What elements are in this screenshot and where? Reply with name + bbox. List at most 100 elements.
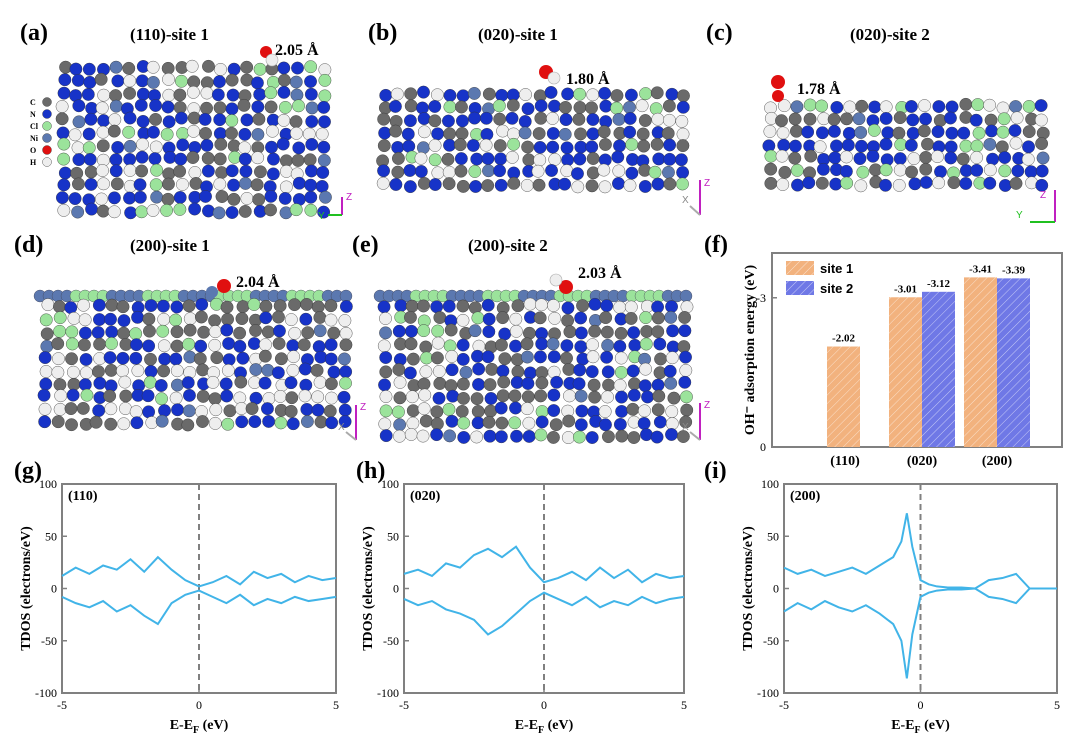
molecule-image-a <box>55 59 332 220</box>
element-symbol: H <box>30 158 37 167</box>
bar <box>889 297 922 447</box>
y-tick-label: -100 <box>377 686 399 700</box>
bar <box>827 346 860 447</box>
y-tick-label: 100 <box>381 477 399 491</box>
x-axis-label: E-EF (eV) <box>515 718 574 736</box>
x-category-label: (020) <box>907 454 938 469</box>
y-tick-label: -50 <box>763 634 779 648</box>
structure-title-a: (110)-site 1 <box>130 25 209 44</box>
y-axis-label: OH⁻ adsorption energy (eV) <box>743 265 758 436</box>
y-axis-label: TDOS (electrons/eV) <box>361 526 376 651</box>
x-tick-label: 5 <box>1054 698 1060 712</box>
element-symbol: Cl <box>30 122 39 131</box>
legend-swatch <box>786 281 814 295</box>
axes-glyph-c: Z Y <box>1016 190 1056 223</box>
y-tick-label: -50 <box>383 634 399 648</box>
y-tick-label: 0 <box>51 582 57 596</box>
bar <box>997 278 1030 447</box>
adsorption-energy-bar-chart: 0 -3OH⁻ adsorption energy (eV) (110) -2.02 (… <box>743 252 1063 469</box>
y-tick-label: 0 <box>773 582 779 596</box>
structure-title-c: (020)-site 2 <box>850 25 930 44</box>
element-swatch <box>42 157 52 167</box>
oh-group-e <box>549 273 573 294</box>
x-tick-label: -5 <box>399 698 409 712</box>
element-swatch <box>42 121 52 131</box>
oh-group-b <box>539 65 561 85</box>
axis-z-label-e: Z <box>704 400 710 411</box>
bar-value-label: -3.39 <box>1002 264 1025 276</box>
y-tick-label: -100 <box>757 686 779 700</box>
panel-label-g: (g) <box>14 458 42 484</box>
x-tick-label: 5 <box>333 698 339 712</box>
y-tick-label: 0 <box>760 440 766 454</box>
structure-title-b: (020)-site 1 <box>478 25 558 44</box>
y-tick-label: 50 <box>387 529 399 543</box>
y-tick-label: 100 <box>761 477 779 491</box>
oh-group-a <box>260 46 279 67</box>
axes-glyph-e: Z X <box>682 400 710 441</box>
axis-z-label-c: Z <box>1040 190 1046 201</box>
structure-title-d: (200)-site 1 <box>130 236 210 255</box>
bond-length-d: 2.04 Å <box>236 273 280 291</box>
element-swatch <box>42 109 52 119</box>
x-tick-label: 0 <box>918 698 924 712</box>
element-swatch <box>42 145 52 155</box>
panel-label-h: (h) <box>356 458 385 484</box>
y-tick-label: -50 <box>41 634 57 648</box>
y-axis-label: TDOS (electrons/eV) <box>741 526 756 651</box>
bond-length-c: 1.78 Å <box>797 80 841 98</box>
panel-label-d: (d) <box>14 232 43 258</box>
axis-z-label-a: Z <box>346 192 352 203</box>
y-tick-label: 0 <box>393 582 399 596</box>
tdos-line-down <box>403 591 685 636</box>
molecule-image-c <box>762 97 1050 193</box>
y-tick-label: -100 <box>35 686 57 700</box>
surface-annotation: (110) <box>68 489 98 504</box>
axis-z-label-b: Z <box>704 178 710 189</box>
oh-group-c <box>771 75 785 102</box>
x-tick-label: 5 <box>681 698 687 712</box>
axis-z-label-d: Z <box>360 402 366 413</box>
molecule-image-e <box>373 289 694 444</box>
x-tick-label: 0 <box>196 698 202 712</box>
tdos-line-up <box>61 555 337 588</box>
legend-label: site 1 <box>820 261 853 276</box>
panel-label-f: (f) <box>704 232 728 258</box>
bar-value-label: -3.12 <box>927 278 950 290</box>
element-symbol: O <box>30 146 36 155</box>
surface-annotation: (200) <box>790 489 821 504</box>
x-tick-label: -5 <box>779 698 789 712</box>
element-legend: CN Cl Ni OH <box>30 97 52 167</box>
bond-length-b: 1.80 Å <box>566 70 610 88</box>
x-tick-label: -5 <box>57 698 67 712</box>
bar <box>964 277 997 447</box>
bar-value-label: -3.01 <box>894 283 917 295</box>
axis-x-label-d: X <box>338 422 345 433</box>
bar <box>922 291 955 447</box>
surface-annotation: (020) <box>410 489 441 504</box>
x-axis-label: E-EF (eV) <box>170 718 229 736</box>
axes-glyph-b: Z X <box>682 178 710 216</box>
y-axis-label: TDOS (electrons/eV) <box>19 526 34 651</box>
y-tick-label: -3 <box>756 291 766 305</box>
x-category-label: (200) <box>982 454 1013 469</box>
axes-glyph-d: Z X <box>338 402 366 441</box>
bar-value-label: -3.41 <box>969 263 992 275</box>
axis-y-label-c: Y <box>1016 210 1023 221</box>
tdos-line-down <box>61 589 337 626</box>
panel-label-c: (c) <box>706 20 733 46</box>
axis-x-label-b: X <box>682 195 689 206</box>
x-category-label: (110) <box>830 454 860 469</box>
axis-y-label-a: Y <box>318 211 325 222</box>
tdos-line-down <box>783 587 1057 679</box>
panel-label-i: (i) <box>704 458 727 484</box>
structure-title-e: (200)-site 2 <box>468 236 548 255</box>
oh-group-d <box>206 279 231 298</box>
element-symbol: Ni <box>30 134 39 143</box>
axis-x-label-e: X <box>682 422 689 433</box>
molecule-image-b <box>376 85 690 194</box>
